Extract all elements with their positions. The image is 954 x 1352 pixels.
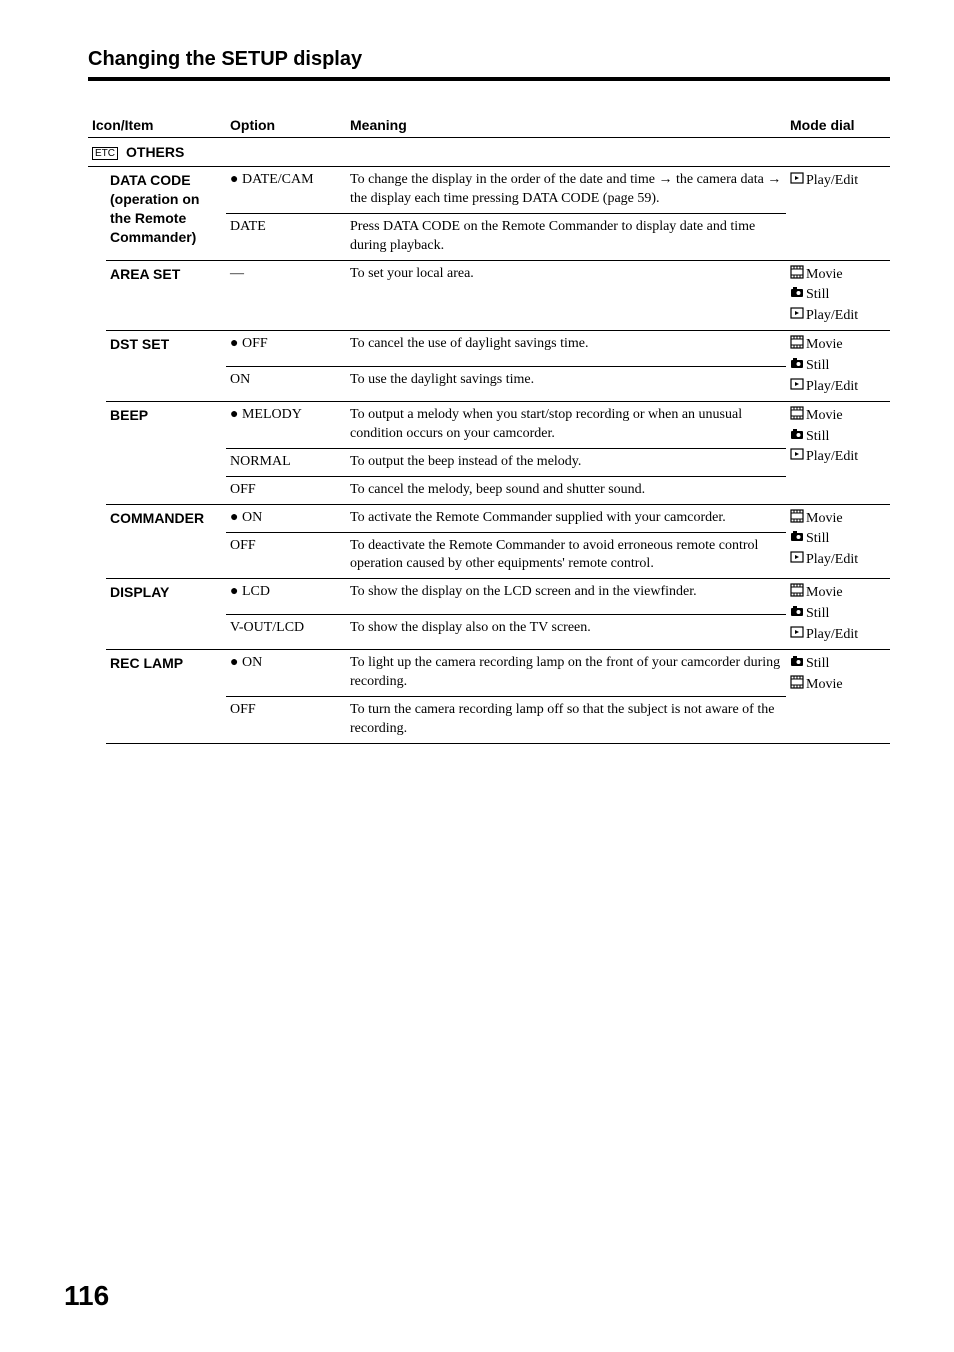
option-value: OFF: [226, 696, 346, 743]
meaning-text: To use the daylight savings time.: [346, 366, 786, 401]
page-title: Changing the SETUP display: [88, 48, 890, 71]
table-row: AREA SET — To set your local area. Movie…: [88, 260, 890, 331]
meaning-text: To show the display also on the TV scree…: [346, 614, 786, 649]
option-value: OFF: [226, 476, 346, 504]
bullet-icon: ●: [230, 407, 238, 422]
movie-icon: [790, 675, 804, 696]
table-row: DST SET ● OFF To cancel the use of dayli…: [88, 331, 890, 366]
movie-icon: [790, 335, 804, 356]
col-option: Option: [226, 113, 346, 138]
movie-icon: [790, 583, 804, 604]
option-value: MELODY: [242, 407, 302, 422]
mode-label: Play/Edit: [806, 449, 858, 464]
still-icon: [790, 285, 804, 306]
mode-label: Still: [806, 531, 829, 546]
meaning-text: Press DATA CODE on the Remote Commander …: [346, 213, 786, 260]
play-icon: [790, 625, 804, 646]
meaning-text: To light up the camera recording lamp on…: [346, 650, 786, 697]
play-icon: [790, 171, 804, 192]
item-label: the Remote: [110, 209, 222, 228]
option-value: ON: [226, 366, 346, 401]
movie-icon: [790, 406, 804, 427]
mode-label: Play/Edit: [806, 627, 858, 642]
mode-label: Movie: [806, 337, 843, 352]
col-mode-dial: Mode dial: [786, 113, 890, 138]
table-row: DISPLAY ● LCD To show the display on the…: [88, 579, 890, 614]
meaning-text: To output a melody when you start/stop r…: [346, 402, 786, 449]
table-row: BEEP ● MELODY To output a melody when yo…: [88, 402, 890, 449]
meaning-text: To cancel the melody, beep sound and shu…: [346, 476, 786, 504]
meaning-text: To set your local area.: [346, 260, 786, 331]
option-value: OFF: [226, 532, 346, 579]
section-row: ETC OTHERS: [88, 138, 890, 167]
play-icon: [790, 550, 804, 571]
bullet-icon: ●: [230, 584, 238, 599]
play-icon: [790, 447, 804, 468]
setup-table: Icon/Item Option Meaning Mode dial ETC O…: [88, 113, 890, 744]
bullet-icon: ●: [230, 172, 238, 187]
item-label: BEEP: [106, 402, 226, 505]
option-value: DATE: [226, 213, 346, 260]
item-label: DISPLAY: [106, 579, 226, 650]
meaning-text: To change the display in the order of th…: [346, 167, 786, 214]
mode-label: Play/Edit: [806, 308, 858, 323]
table-header-row: Icon/Item Option Meaning Mode dial: [88, 113, 890, 138]
mode-label: Movie: [806, 677, 843, 692]
bullet-icon: ●: [230, 655, 238, 670]
mode-label: Still: [806, 358, 829, 373]
movie-icon: [790, 509, 804, 530]
play-icon: [790, 377, 804, 398]
item-label: (operation on: [110, 190, 222, 209]
meaning-text: To turn the camera recording lamp off so…: [346, 696, 786, 743]
table-row: REC LAMP ● ON To light up the camera rec…: [88, 650, 890, 697]
mode-label: Movie: [806, 408, 843, 423]
item-label: Commander): [110, 228, 222, 247]
meaning-text: To show the display on the LCD screen an…: [346, 579, 786, 614]
meaning-text: To output the beep instead of the melody…: [346, 448, 786, 476]
meaning-text: To activate the Remote Commander supplie…: [346, 504, 786, 532]
mode-label: Movie: [806, 267, 843, 282]
option-value: NORMAL: [226, 448, 346, 476]
mode-label: Play/Edit: [806, 379, 858, 394]
item-label: DATA CODE: [110, 171, 222, 190]
bullet-icon: ●: [230, 336, 238, 351]
still-icon: [790, 529, 804, 550]
item-label: AREA SET: [106, 260, 226, 331]
still-icon: [790, 356, 804, 377]
mode-label: Play/Edit: [806, 173, 858, 188]
table-row: COMMANDER ● ON To activate the Remote Co…: [88, 504, 890, 532]
mode-label: Movie: [806, 511, 843, 526]
option-value: —: [226, 260, 346, 331]
item-label: COMMANDER: [106, 504, 226, 579]
still-icon: [790, 427, 804, 448]
option-value: ON: [242, 655, 262, 670]
section-label: OTHERS: [126, 144, 184, 160]
still-icon: [790, 654, 804, 675]
option-value: DATE/CAM: [242, 172, 314, 187]
header-rule: [88, 77, 890, 81]
mode-label: Still: [806, 656, 829, 671]
item-label: DST SET: [106, 331, 226, 402]
still-icon: [790, 604, 804, 625]
play-icon: [790, 306, 804, 327]
mode-label: Still: [806, 429, 829, 444]
mode-label: Still: [806, 606, 829, 621]
page-number: 116: [64, 1280, 109, 1312]
movie-icon: [790, 265, 804, 286]
table-row: DATA CODE (operation on the Remote Comma…: [88, 167, 890, 214]
mode-label: Still: [806, 287, 829, 302]
mode-label: Play/Edit: [806, 552, 858, 567]
option-value: OFF: [242, 336, 268, 351]
meaning-text: To cancel the use of daylight savings ti…: [346, 331, 786, 366]
item-label: REC LAMP: [106, 650, 226, 744]
option-value: ON: [242, 510, 262, 525]
bullet-icon: ●: [230, 510, 238, 525]
etc-icon: ETC: [92, 147, 118, 160]
meaning-text: To deactivate the Remote Commander to av…: [346, 532, 786, 579]
mode-label: Movie: [806, 585, 843, 600]
col-icon-item: Icon/Item: [88, 113, 226, 138]
col-meaning: Meaning: [346, 113, 786, 138]
option-value: LCD: [242, 584, 270, 599]
option-value: V-OUT/LCD: [226, 614, 346, 649]
